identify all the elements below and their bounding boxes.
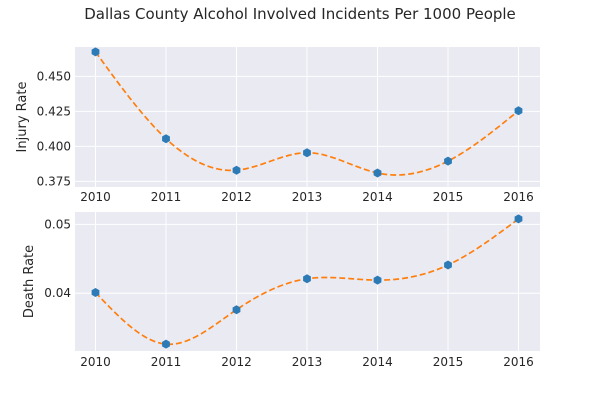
x-tick-label: 2014 xyxy=(362,355,393,369)
y-axis-label: Death Rate xyxy=(22,245,37,318)
x-tick-label: 2015 xyxy=(433,190,464,204)
chart-title: Dallas County Alcohol Involved Incidents… xyxy=(84,5,516,23)
x-tick-label: 2010 xyxy=(80,190,111,204)
x-tick-label: 2012 xyxy=(221,355,252,369)
y-axis-label: Injury Rate xyxy=(15,82,30,153)
y-tick-label: 0.400 xyxy=(37,139,71,153)
data-point xyxy=(303,148,311,158)
data-point xyxy=(232,305,241,315)
x-tick-label: 2016 xyxy=(503,355,534,369)
data-point xyxy=(373,168,382,178)
x-tick-label: 2010 xyxy=(80,355,111,369)
data-point xyxy=(373,275,382,285)
y-tick-label: 0.375 xyxy=(37,174,71,188)
y-tick-label: 0.04 xyxy=(44,286,71,300)
data-point xyxy=(162,134,170,144)
y-tick-label: 0.450 xyxy=(37,69,71,83)
data-point xyxy=(303,274,311,284)
x-tick-label: 2011 xyxy=(151,190,182,204)
x-tick-label: 2015 xyxy=(433,355,464,369)
y-tick-label: 0.05 xyxy=(44,217,71,231)
x-tick-label: 2014 xyxy=(362,190,393,204)
data-point xyxy=(514,106,523,116)
x-tick-label: 2013 xyxy=(292,355,323,369)
data-point xyxy=(444,260,452,270)
data-point xyxy=(514,214,523,224)
data-point xyxy=(91,47,100,57)
x-tick-label: 2016 xyxy=(503,190,534,204)
x-tick-label: 2013 xyxy=(292,190,323,204)
data-point xyxy=(232,165,241,175)
data-point xyxy=(91,288,100,298)
data-point xyxy=(444,156,452,166)
x-tick-label: 2011 xyxy=(151,355,182,369)
x-tick-label: 2012 xyxy=(221,190,252,204)
data-point xyxy=(162,339,170,349)
y-tick-label: 0.425 xyxy=(37,104,71,118)
